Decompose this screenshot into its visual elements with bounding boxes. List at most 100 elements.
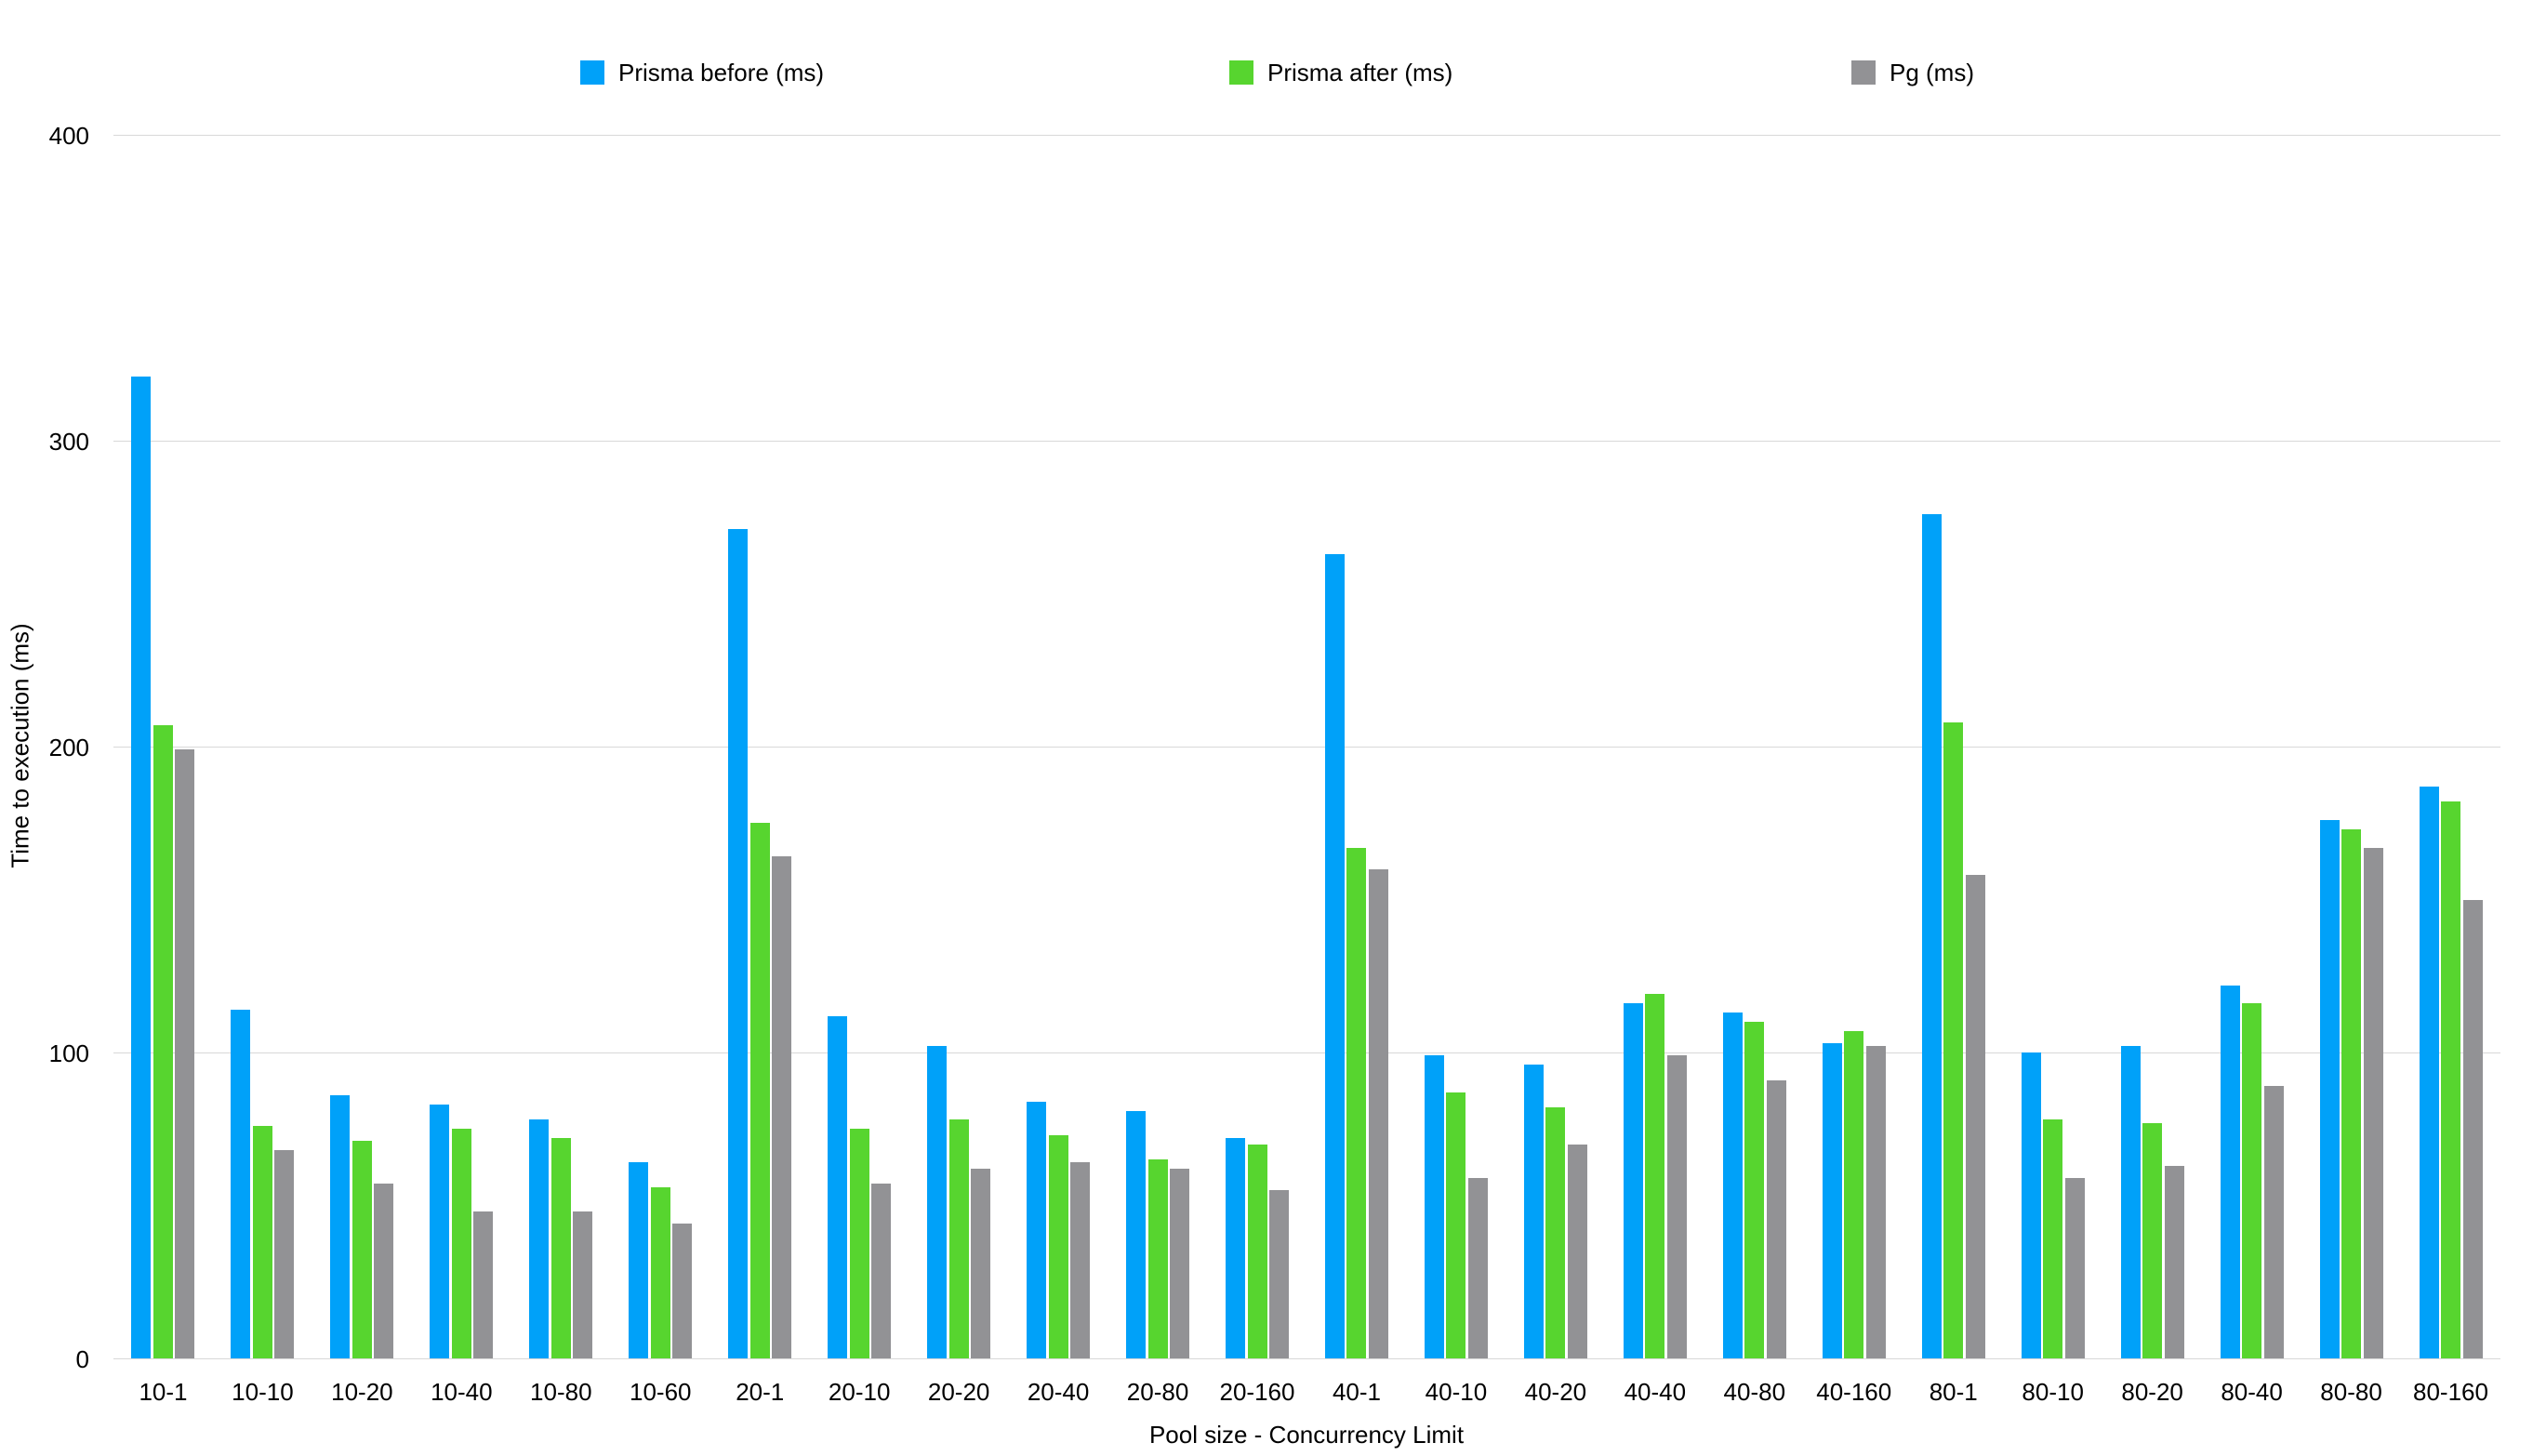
x-label-20-10: 20-10 [828, 1378, 891, 1406]
bar-80-20-prisma-after [2142, 1122, 2163, 1358]
bar-80-80-pg [2363, 847, 2383, 1358]
x-axis-title: Pool size - Concurrency Limit [1148, 1421, 1465, 1449]
bar-40-40-pg [1666, 1055, 1687, 1358]
bar-10-10-prisma-after [252, 1125, 272, 1358]
bar-10-80-prisma-after [550, 1138, 571, 1358]
bar-40-160-pg [1865, 1046, 1886, 1358]
bar-80-1-prisma-before [1921, 513, 1942, 1358]
x-label-80-10: 80-10 [2022, 1378, 2084, 1406]
x-label-10-40: 10-40 [431, 1378, 493, 1406]
bar-80-40-prisma-after [2242, 1003, 2262, 1358]
bar-10-1-prisma-before [131, 376, 152, 1358]
x-label-40-40: 40-40 [1624, 1378, 1687, 1406]
bar-20-10-pg [871, 1184, 892, 1358]
bar-40-40-prisma-before [1623, 1003, 1643, 1358]
bar-80-160-prisma-after [2441, 801, 2461, 1358]
y-tick-100: 100 [48, 1039, 89, 1067]
bar-80-160-pg [2462, 899, 2483, 1358]
bar-40-80-prisma-before [1722, 1013, 1743, 1358]
legend-swatch-pg [1851, 60, 1876, 85]
bar-80-20-pg [2164, 1165, 2184, 1358]
bar-40-1-prisma-after [1346, 847, 1367, 1358]
bar-40-80-pg [1766, 1079, 1786, 1358]
bar-20-1-prisma-before [728, 529, 749, 1358]
x-label-80-20: 80-20 [2121, 1378, 2183, 1406]
gridline-300 [113, 441, 2500, 442]
bar-80-160-prisma-before [2419, 786, 2439, 1358]
x-label-10-60: 10-60 [630, 1378, 692, 1406]
x-label-80-1: 80-1 [1929, 1378, 1978, 1406]
bar-10-60-pg [672, 1224, 693, 1358]
bar-80-80-prisma-after [2341, 828, 2362, 1358]
legend-label-prisma-before: Prisma before (ms) [618, 58, 825, 86]
bar-20-80-prisma-before [1126, 1110, 1147, 1358]
x-label-40-80: 40-80 [1723, 1378, 1786, 1406]
bar-20-20-pg [971, 1169, 991, 1358]
legend-label-pg: Pg (ms) [1890, 58, 1974, 86]
bar-40-160-prisma-after [1844, 1030, 1864, 1358]
bar-10-20-pg [374, 1184, 394, 1358]
bar-20-160-prisma-before [1226, 1138, 1246, 1358]
bar-20-80-pg [1170, 1169, 1190, 1358]
bar-80-10-prisma-after [2043, 1119, 2063, 1358]
bar-80-40-prisma-before [2220, 985, 2240, 1358]
bar-20-1-prisma-after [749, 823, 770, 1358]
legend-label-prisma-after: Prisma after (ms) [1267, 58, 1453, 86]
bar-40-1-pg [1368, 868, 1388, 1358]
bar-40-1-prisma-before [1324, 553, 1345, 1358]
x-label-80-160: 80-160 [2413, 1378, 2488, 1406]
x-label-20-160: 20-160 [1219, 1378, 1295, 1406]
bar-10-20-prisma-before [330, 1095, 351, 1358]
x-label-20-1: 20-1 [736, 1378, 785, 1406]
bar-80-1-prisma-after [1943, 721, 1964, 1358]
bar-20-20-prisma-before [927, 1046, 948, 1358]
legend-item-prisma-before: Prisma before (ms) [580, 52, 824, 93]
bar-10-60-prisma-after [650, 1186, 670, 1358]
gridline-100 [113, 1052, 2500, 1053]
y-tick-0: 0 [75, 1345, 89, 1373]
bar-20-20-prisma-after [948, 1119, 969, 1358]
bar-80-20-prisma-before [2120, 1046, 2141, 1358]
x-label-20-80: 20-80 [1126, 1378, 1189, 1406]
gridline-0 [113, 1358, 2500, 1359]
bar-40-10-prisma-after [1446, 1092, 1466, 1358]
legend-item-pg: Pg (ms) [1851, 52, 1974, 93]
gridline-200 [113, 747, 2500, 748]
y-tick-300: 300 [48, 428, 89, 456]
bar-10-40-prisma-before [430, 1104, 450, 1358]
legend-swatch-prisma-after [1229, 60, 1253, 85]
y-tick-400: 400 [48, 122, 89, 150]
x-label-80-80: 80-80 [2320, 1378, 2382, 1406]
bar-80-1-pg [1965, 875, 1985, 1358]
x-label-40-10: 40-10 [1425, 1378, 1488, 1406]
gridline-400 [113, 135, 2500, 136]
x-label-20-20: 20-20 [927, 1378, 990, 1406]
bar-40-40-prisma-after [1645, 994, 1665, 1358]
bar-80-10-prisma-before [2021, 1052, 2041, 1358]
x-label-10-80: 10-80 [530, 1378, 592, 1406]
x-label-40-160: 40-160 [1816, 1378, 1892, 1406]
bar-80-80-prisma-before [2319, 819, 2340, 1358]
x-label-20-40: 20-40 [1027, 1378, 1090, 1406]
bar-10-40-prisma-after [451, 1129, 471, 1358]
bar-40-80-prisma-after [1744, 1022, 1765, 1358]
bar-10-40-pg [473, 1211, 494, 1358]
bar-20-40-pg [1070, 1162, 1091, 1358]
bar-20-1-pg [772, 856, 792, 1358]
bar-40-20-prisma-after [1545, 1107, 1566, 1358]
bar-10-20-prisma-after [351, 1141, 372, 1358]
bar-40-10-pg [1467, 1177, 1488, 1358]
bar-40-10-prisma-before [1424, 1055, 1444, 1358]
bar-20-160-pg [1269, 1190, 1290, 1358]
bar-80-10-pg [2064, 1177, 2085, 1358]
x-label-40-1: 40-1 [1332, 1378, 1381, 1406]
bar-40-20-prisma-before [1523, 1065, 1544, 1358]
bar-20-40-prisma-after [1048, 1134, 1068, 1358]
bar-20-40-prisma-before [1027, 1101, 1047, 1358]
bar-40-160-prisma-before [1822, 1043, 1842, 1358]
x-label-40-20: 40-20 [1524, 1378, 1587, 1406]
bar-80-40-pg [2263, 1086, 2284, 1358]
legend-swatch-prisma-before [580, 60, 604, 85]
bar-10-1-prisma-after [153, 724, 173, 1358]
